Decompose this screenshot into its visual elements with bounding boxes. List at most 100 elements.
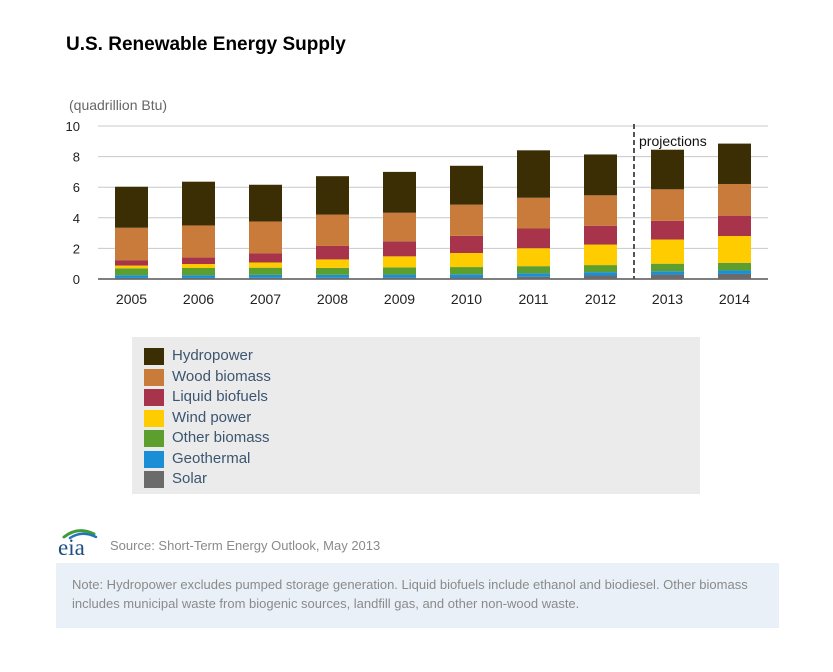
eia-logo-text: eia — [58, 535, 85, 558]
bar-liquid-biofuels-2008 — [316, 245, 349, 260]
bar-wood-biomass-2013 — [651, 189, 684, 221]
bar-solar-2010 — [450, 277, 483, 279]
legend-label-hydropower: Hydropower — [172, 347, 253, 364]
bar-geothermal-2010 — [450, 274, 483, 278]
bar-geothermal-2013 — [651, 271, 684, 275]
bar-wood-biomass-2008 — [316, 214, 349, 246]
x-tick-label-2008: 2008 — [317, 291, 348, 307]
bar-liquid-biofuels-2007 — [249, 253, 282, 263]
bar-wood-biomass-2005 — [115, 227, 148, 261]
legend-swatch-other-biomass — [144, 430, 164, 447]
y-tick-label-0: 0 — [73, 272, 80, 287]
bar-geothermal-2011 — [517, 273, 550, 277]
y-tick-label-6: 6 — [73, 180, 80, 195]
bar-other-biomass-2009 — [383, 267, 416, 275]
bar-solar-2014 — [718, 273, 751, 279]
projection-label: projections — [639, 133, 707, 149]
bar-other-biomass-2011 — [517, 266, 550, 274]
bar-other-biomass-2005 — [115, 268, 148, 276]
bar-wind-power-2013 — [651, 239, 684, 264]
legend-swatch-liquid-biofuels — [144, 389, 164, 406]
bar-liquid-biofuels-2006 — [182, 257, 215, 265]
bar-geothermal-2005 — [115, 275, 148, 278]
x-tick-label-2010: 2010 — [451, 291, 482, 307]
bar-geothermal-2006 — [182, 275, 215, 278]
bar-hydropower-2010 — [450, 165, 483, 205]
bar-liquid-biofuels-2014 — [718, 215, 751, 237]
x-tick-label-2007: 2007 — [250, 291, 281, 307]
legend-swatch-wind-power — [144, 409, 164, 427]
legend-swatch-solar — [144, 471, 164, 488]
bar-wood-biomass-2006 — [182, 225, 215, 258]
bar-solar-2011 — [517, 276, 550, 279]
x-tick-label-2012: 2012 — [585, 291, 616, 307]
bar-liquid-biofuels-2011 — [517, 228, 550, 249]
bar-geothermal-2012 — [584, 272, 617, 276]
bar-hydropower-2007 — [249, 184, 282, 222]
footnote: Note: Hydropower excludes pumped storage… — [56, 563, 779, 628]
bar-wind-power-2010 — [450, 252, 483, 268]
bar-solar-2012 — [584, 275, 617, 279]
bar-liquid-biofuels-2010 — [450, 235, 483, 253]
y-axis-unit-label: (quadrillion Btu) — [69, 97, 168, 113]
y-tick-label-4: 4 — [73, 211, 80, 226]
bar-wood-biomass-2014 — [718, 183, 751, 216]
x-tick-label-2011: 2011 — [518, 291, 548, 307]
bar-wind-power-2006 — [182, 264, 215, 268]
bar-wood-biomass-2012 — [584, 195, 617, 226]
bar-other-biomass-2008 — [316, 267, 349, 275]
chart-legend: Hydropower Wood biomass Liquid biofuels … — [132, 337, 700, 494]
stacked-bar-chart: 0 2 4 6 8 10 2005 2006 2007 2008 2009 2010 2011 2012 2… — [66, 119, 768, 307]
bar-other-biomass-2013 — [651, 263, 684, 272]
x-tick-label-2009: 2009 — [384, 291, 415, 307]
bar-wood-biomass-2009 — [383, 212, 416, 242]
bar-solar-2005 — [115, 277, 148, 279]
bar-wood-biomass-2007 — [249, 221, 282, 254]
legend-swatch-geothermal — [144, 450, 164, 468]
source-text: Source: Short-Term Energy Outlook, May 2… — [110, 538, 381, 553]
x-tick-label-2014: 2014 — [719, 291, 750, 307]
legend-label-solar: Solar — [172, 470, 208, 487]
x-tick-label-2006: 2006 — [183, 291, 214, 307]
bar-other-biomass-2006 — [182, 267, 215, 276]
bar-hydropower-2005 — [115, 186, 148, 228]
eia-logo: eia — [58, 529, 98, 558]
bar-other-biomass-2012 — [584, 265, 617, 273]
bar-liquid-biofuels-2005 — [115, 260, 148, 266]
bar-wind-power-2008 — [316, 259, 349, 268]
legend-label-wind-power: Wind power — [172, 408, 252, 426]
bar-wind-power-2005 — [115, 265, 148, 269]
bar-hydropower-2009 — [383, 171, 416, 213]
bar-solar-2006 — [182, 277, 215, 279]
bar-wind-power-2012 — [584, 244, 617, 266]
bar-wind-power-2007 — [249, 262, 282, 268]
chart-title: U.S. Renewable Energy Supply — [66, 34, 346, 55]
y-tick-label-8: 8 — [73, 150, 80, 165]
bar-wind-power-2009 — [383, 256, 416, 268]
legend-label-geothermal: Geothermal — [172, 449, 251, 467]
bar-hydropower-2014 — [718, 143, 751, 184]
bar-solar-2009 — [383, 277, 416, 279]
bar-geothermal-2014 — [718, 270, 751, 274]
bar-wind-power-2014 — [718, 236, 751, 263]
bar-hydropower-2012 — [584, 154, 617, 196]
bar-other-biomass-2007 — [249, 267, 282, 275]
bar-other-biomass-2010 — [450, 267, 483, 275]
legend-label-liquid-biofuels: Liquid biofuels — [172, 388, 268, 405]
legend-label-other-biomass: Other biomass — [172, 429, 270, 446]
bar-hydropower-2008 — [316, 176, 349, 215]
bar-wood-biomass-2011 — [517, 197, 550, 229]
bar-liquid-biofuels-2013 — [651, 220, 684, 240]
bar-liquid-biofuels-2012 — [584, 225, 617, 245]
bar-geothermal-2007 — [249, 274, 282, 278]
bar-solar-2007 — [249, 277, 282, 279]
bar-geothermal-2009 — [383, 274, 416, 278]
x-tick-label-2013: 2013 — [652, 291, 683, 307]
y-tick-label-10: 10 — [66, 119, 80, 134]
bar-wood-biomass-2010 — [450, 204, 483, 236]
bar-solar-2008 — [316, 277, 349, 279]
bar-hydropower-2006 — [182, 181, 215, 226]
bar-wind-power-2011 — [517, 248, 550, 267]
bar-solar-2013 — [651, 274, 684, 279]
x-tick-label-2005: 2005 — [116, 291, 147, 307]
